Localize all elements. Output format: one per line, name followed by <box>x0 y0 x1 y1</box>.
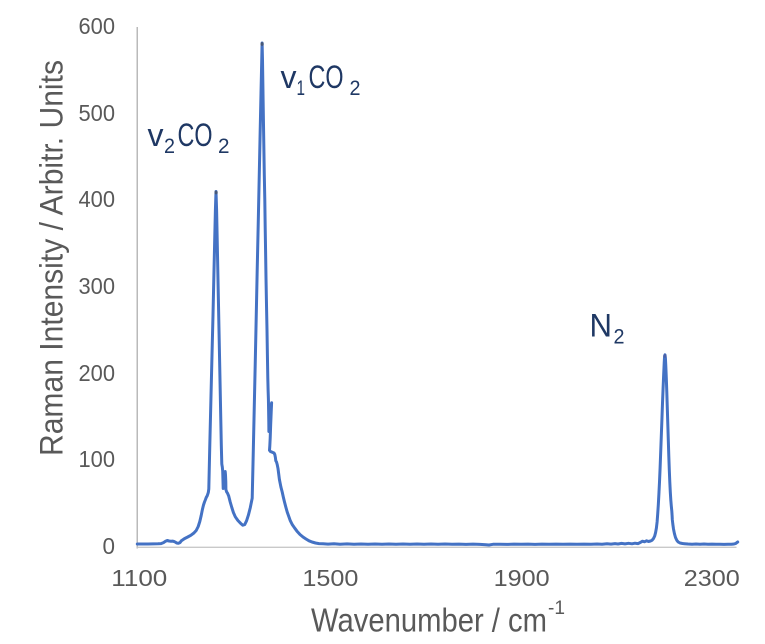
svg-text:1500: 1500 <box>302 565 358 591</box>
svg-text:CO: CO <box>178 117 213 153</box>
svg-text:N: N <box>590 308 613 344</box>
svg-text:v: v <box>148 117 165 153</box>
svg-text:2: 2 <box>350 76 361 100</box>
svg-text:400: 400 <box>79 186 116 212</box>
svg-text:2300: 2300 <box>684 565 740 591</box>
svg-text:2: 2 <box>218 134 230 158</box>
svg-text:0: 0 <box>103 533 116 559</box>
svg-text:2: 2 <box>164 134 175 158</box>
svg-text:2: 2 <box>614 325 625 349</box>
svg-text:-1: -1 <box>548 597 565 619</box>
svg-text:200: 200 <box>79 360 116 386</box>
svg-text:v: v <box>281 59 298 95</box>
svg-text:1100: 1100 <box>111 565 167 591</box>
svg-text:1: 1 <box>297 76 306 100</box>
svg-text:100: 100 <box>79 446 116 472</box>
svg-text:1900: 1900 <box>494 565 550 591</box>
svg-text:Wavenumber / cm: Wavenumber / cm <box>311 602 547 639</box>
svg-text:500: 500 <box>79 100 116 126</box>
svg-text:CO: CO <box>309 59 344 95</box>
svg-text:300: 300 <box>79 273 116 299</box>
svg-text:Raman Intensity / Arbitr. Unit: Raman Intensity / Arbitr. Units <box>34 60 70 456</box>
svg-text:600: 600 <box>79 13 116 39</box>
